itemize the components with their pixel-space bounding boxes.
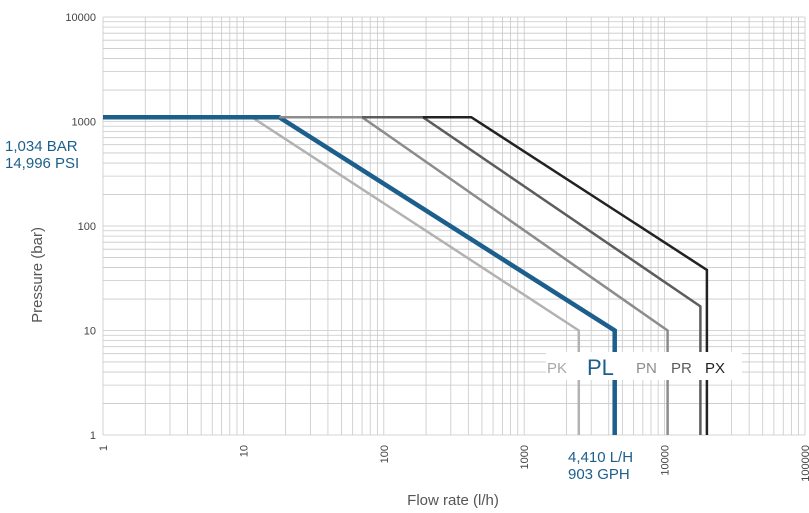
x-tick-label: 1 xyxy=(98,445,110,451)
series-label-pn: PN xyxy=(636,360,657,377)
x-tick-label: 100000 xyxy=(800,445,809,482)
x-tick-label: 10000 xyxy=(660,445,672,476)
y-tick-label: 10 xyxy=(84,326,96,338)
y-tick-label: 1 xyxy=(90,430,96,442)
y-tick-label: 10000 xyxy=(65,12,96,24)
series-line-pl xyxy=(103,114,617,435)
series-labels-backdrop xyxy=(546,352,742,380)
x-tick-label: 100 xyxy=(379,445,391,463)
y-tick-label: 100 xyxy=(78,221,96,233)
x-tick-label: 1000 xyxy=(519,445,531,469)
x-axis-ticks: 1 10 100 1000 10000 100000 xyxy=(98,445,809,482)
series-line-pn xyxy=(279,115,669,435)
series-line-pk xyxy=(103,115,581,435)
series-label-px: PX xyxy=(705,360,725,377)
y-axis-ticks: 1 10 100 1000 10000 xyxy=(65,12,96,442)
y-axis-title: Pressure (bar) xyxy=(29,227,46,323)
x-axis-title: Flow rate (l/h) xyxy=(407,492,499,509)
series-label-pl: PL xyxy=(587,355,614,380)
series-label-pr: PR xyxy=(671,360,692,377)
chart-series xyxy=(103,114,709,435)
max-pressure-annotation-bar: 1,034 BAR xyxy=(5,138,78,155)
max-flow-annotation-lh: 4,410 L/H xyxy=(568,449,633,466)
max-flow-annotation-gph: 903 GPH xyxy=(568,466,630,483)
series-label-pk: PK xyxy=(547,360,567,377)
x-tick-label: 10 xyxy=(238,445,250,457)
y-tick-label: 1000 xyxy=(72,117,96,129)
max-pressure-annotation-psi: 14,996 PSI xyxy=(5,155,79,172)
